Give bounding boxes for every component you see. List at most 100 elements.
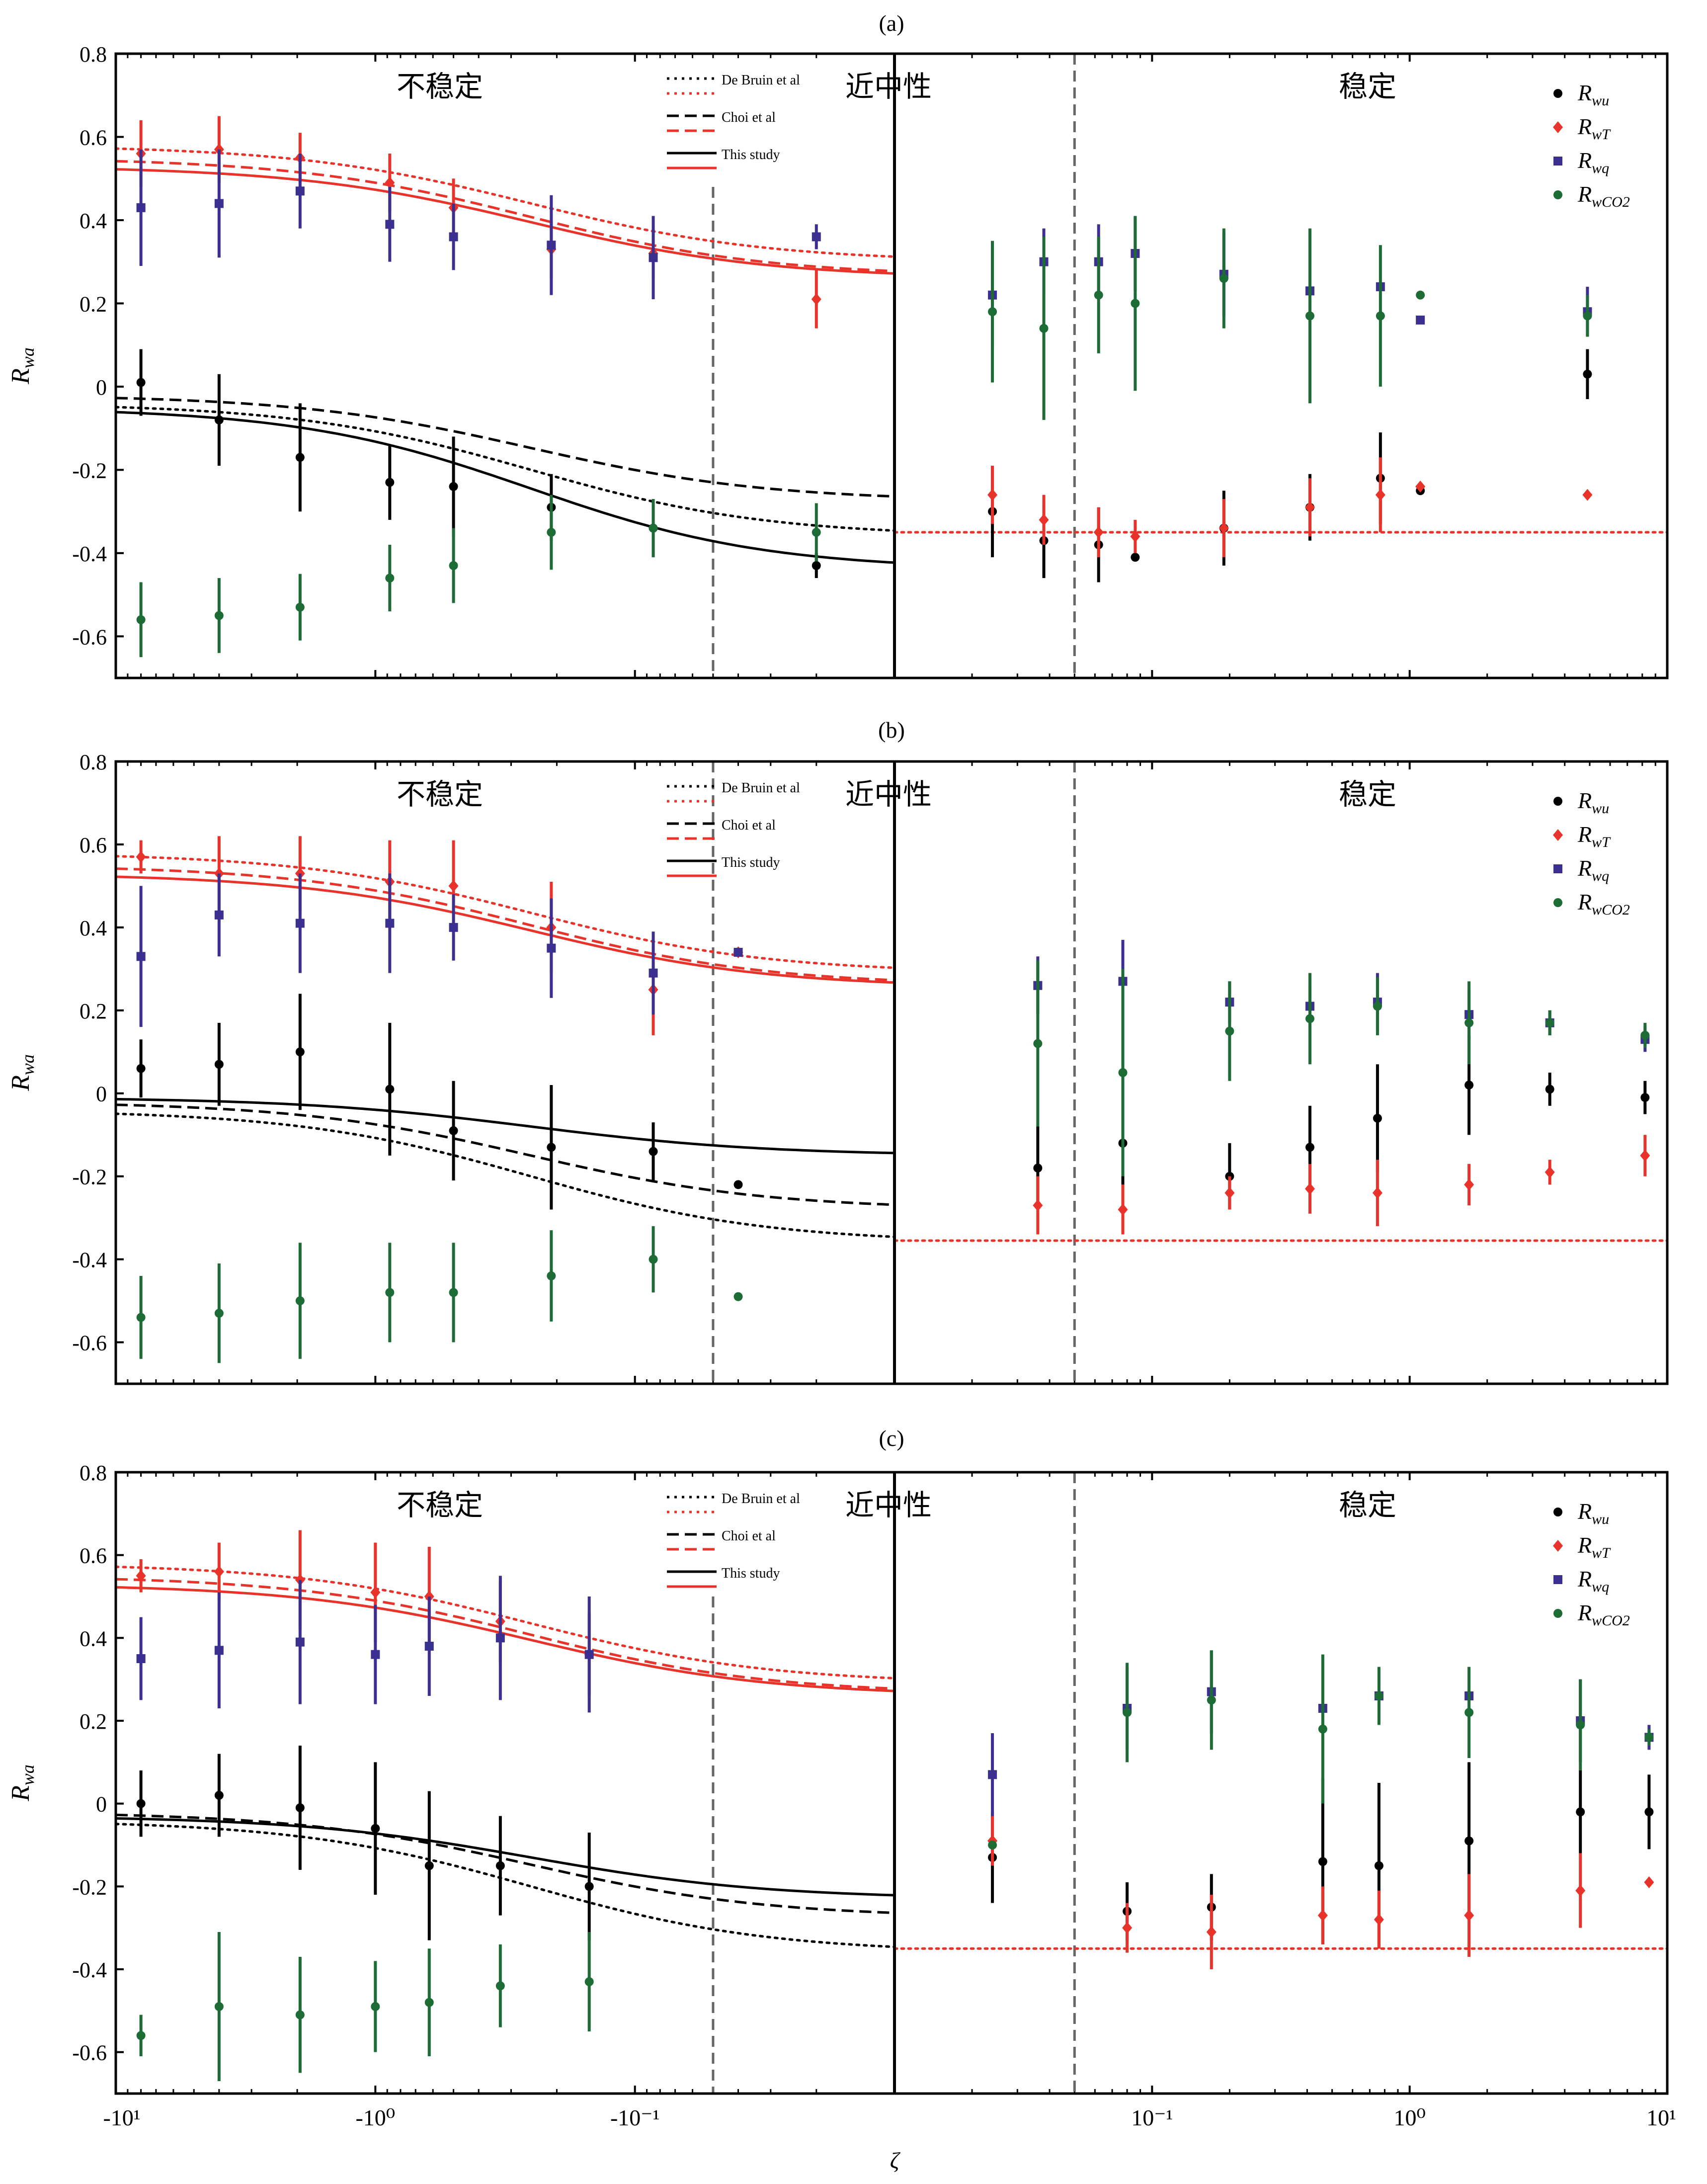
series-rwco2 — [136, 216, 1592, 658]
legend-marker — [1553, 864, 1562, 873]
y-tick-label: -0.4 — [72, 1248, 107, 1272]
data-point — [812, 232, 821, 242]
model-curve-rwt-this — [115, 168, 895, 275]
data-point — [1317, 1909, 1328, 1922]
data-point — [385, 1085, 395, 1094]
data-point — [449, 232, 458, 242]
data-point — [1033, 1163, 1043, 1173]
data-point — [1219, 522, 1229, 534]
data-point — [1219, 274, 1228, 283]
data-point — [547, 943, 556, 953]
data-point — [136, 952, 146, 961]
y-tick-label: 0.4 — [80, 916, 107, 940]
legend-series-label: Rwq — [1577, 855, 1609, 884]
legend-marker — [1553, 898, 1562, 907]
data-point — [1576, 1720, 1585, 1730]
model-curve-rwu-de — [114, 1112, 896, 1238]
data-point — [1583, 369, 1592, 379]
data-point — [295, 186, 305, 196]
legend-model-label: Choi et al — [722, 818, 776, 833]
series-rwt — [136, 116, 1593, 558]
data-point — [1123, 1708, 1132, 1717]
data-point — [449, 923, 458, 932]
y-tick-label: 0.8 — [80, 1461, 107, 1485]
series-rwco2 — [136, 960, 1650, 1363]
region-label-unstable: 不稳定 — [397, 71, 483, 103]
y-tick-label: 0.2 — [80, 1709, 107, 1734]
data-point — [1464, 1708, 1474, 1717]
data-point — [424, 1998, 434, 2007]
model-curve-rwt-choi — [115, 160, 895, 272]
data-point — [547, 1143, 556, 1152]
data-point — [214, 1566, 224, 1578]
data-point — [1122, 1922, 1133, 1934]
data-point — [584, 1650, 594, 1659]
y-tick-label: -0.2 — [72, 458, 107, 483]
data-point — [136, 1313, 146, 1322]
data-point — [1644, 1876, 1654, 1888]
data-point — [1118, 1068, 1128, 1077]
data-point — [1131, 553, 1140, 562]
region-label-stable: 稳定 — [1339, 778, 1396, 811]
data-point — [1374, 1691, 1383, 1700]
y-tick-label: -0.6 — [72, 1331, 107, 1355]
x-tick-label: -10¹ — [103, 2105, 140, 2130]
data-point — [1464, 1018, 1474, 1027]
data-point — [136, 1570, 146, 1582]
model-curve-rwu-de — [114, 1823, 896, 1948]
data-point — [214, 1646, 224, 1655]
legend-series-label: Rwu — [1577, 80, 1609, 109]
data-point — [214, 1791, 224, 1800]
data-point — [385, 176, 395, 189]
data-point — [1464, 1081, 1474, 1090]
legend-marker — [1553, 1508, 1562, 1516]
data-point — [214, 199, 224, 208]
legend-series-label: RwCO2 — [1577, 181, 1630, 210]
data-point — [987, 489, 998, 501]
data-point — [136, 1654, 146, 1663]
data-point — [1207, 1695, 1216, 1705]
data-point — [1304, 501, 1315, 513]
x-tick-label: -10⁰ — [355, 2105, 395, 2130]
model-curve-rwu-this — [115, 1097, 895, 1155]
data-point — [547, 1271, 556, 1280]
legend-marker — [1553, 121, 1563, 133]
data-point — [295, 919, 305, 928]
data-point — [136, 1799, 146, 1808]
model-curve-rwu-choi — [115, 397, 895, 498]
data-point — [1305, 1014, 1314, 1023]
data-point — [1375, 489, 1385, 501]
series-rwu — [136, 994, 1650, 1210]
data-point — [1206, 1926, 1217, 1938]
data-point — [448, 880, 459, 892]
x-tick-label: 10⁻¹ — [1131, 2105, 1173, 2130]
y-tick-label: 0 — [96, 375, 107, 400]
data-point — [1039, 324, 1049, 333]
panel-b: (b) 0.8 0.6 0.4 0.2 0 -0.2 -0.4 -0.6 Rwa 不稳定 近中性 稳定 D… — [6, 717, 1669, 1385]
data-point — [214, 415, 224, 424]
data-point — [1225, 1026, 1234, 1036]
y-tick-label: -0.4 — [72, 1958, 107, 1982]
y-tick-label: -0.6 — [72, 625, 107, 649]
data-point — [547, 241, 556, 250]
data-point — [1033, 1039, 1043, 1048]
data-point — [547, 527, 556, 537]
data-point — [649, 1255, 658, 1264]
data-point — [1640, 1030, 1650, 1040]
y-tick-label: -0.6 — [72, 2041, 107, 2065]
x-tick-label: 10⁰ — [1393, 2105, 1425, 2130]
legend-marker — [1553, 1540, 1563, 1552]
x-tick-label: -10⁻¹ — [610, 2105, 659, 2130]
series-rwu — [136, 349, 1592, 583]
model-curve-rwt-this — [115, 875, 895, 984]
data-point — [295, 602, 305, 612]
series-rwco2 — [136, 1650, 1654, 2081]
data-point — [649, 1147, 658, 1156]
data-point — [1033, 1199, 1043, 1212]
data-point — [1374, 1861, 1383, 1870]
data-point — [385, 478, 395, 487]
legend-series-label: Rwq — [1577, 148, 1609, 176]
region-label-stable: 稳定 — [1339, 71, 1396, 103]
data-point — [1575, 1884, 1586, 1897]
